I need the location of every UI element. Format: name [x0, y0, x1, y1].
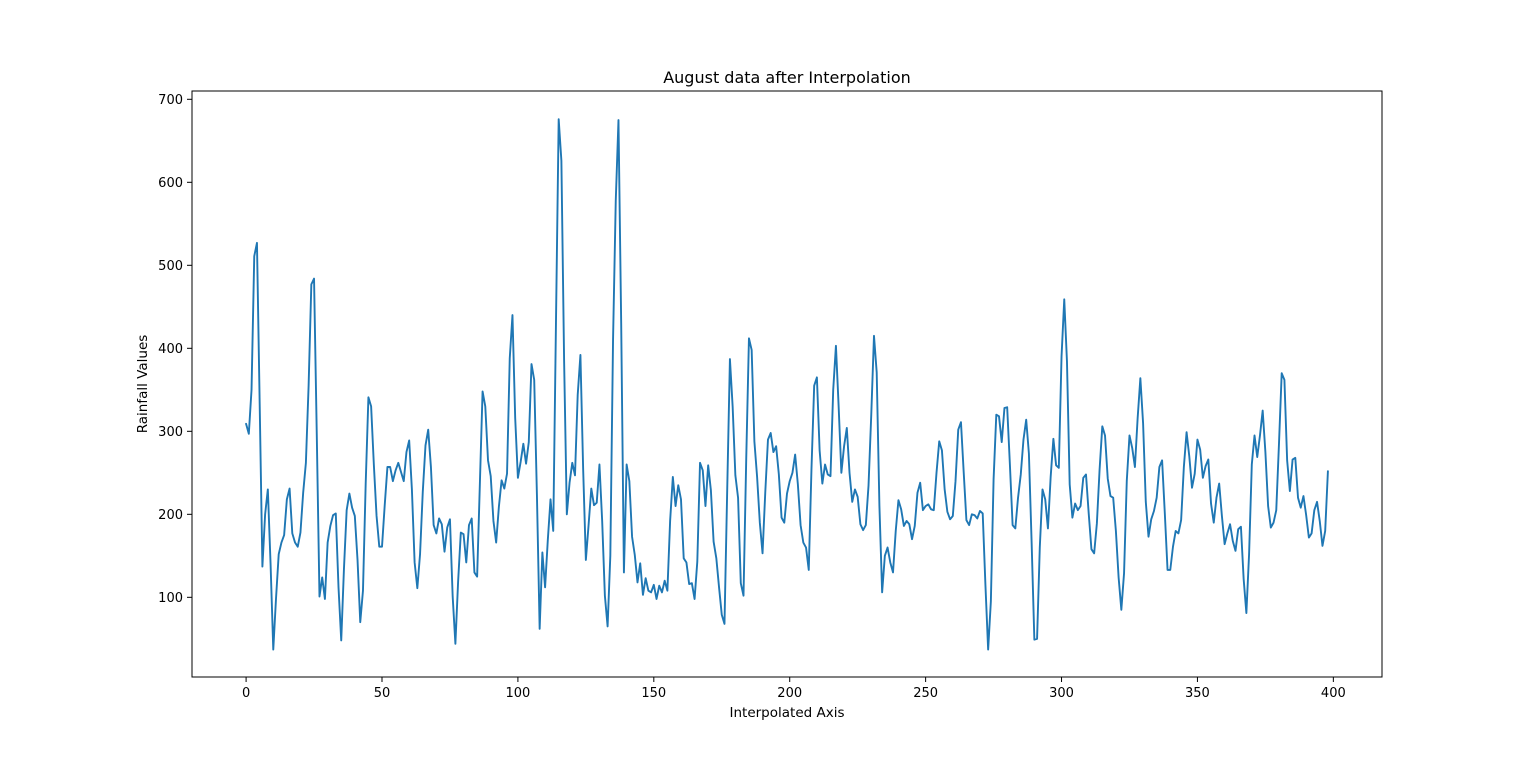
y-tick-label: 600 [158, 176, 183, 191]
x-tick-label: 250 [913, 686, 938, 701]
y-axis-label: Rainfall Values [135, 335, 151, 434]
x-tick-label: 150 [641, 686, 666, 701]
x-axis-label: Interpolated Axis [729, 705, 844, 721]
chart-title: August data after Interpolation [663, 68, 911, 87]
plot-area [245, 118, 1329, 651]
y-axis: 100 200 300 400 500 600 700 [158, 93, 192, 606]
x-tick-label: 50 [374, 686, 391, 701]
x-axis: 0 50 100 150 200 250 300 350 400 [242, 677, 1346, 701]
y-tick-label: 200 [158, 508, 183, 523]
rainfall-line [245, 118, 1329, 651]
x-tick-label: 300 [1049, 686, 1074, 701]
x-tick-label: 100 [505, 686, 530, 701]
x-tick-label: 200 [777, 686, 802, 701]
x-tick-label: 0 [242, 686, 250, 701]
plot-frame [191, 90, 1383, 678]
x-tick-label: 350 [1185, 686, 1210, 701]
y-tick-label: 700 [158, 93, 183, 108]
y-tick-label: 300 [158, 425, 183, 440]
y-tick-label: 500 [158, 259, 183, 274]
y-tick-label: 400 [158, 342, 183, 357]
x-tick-label: 400 [1321, 686, 1346, 701]
y-tick-label: 100 [158, 591, 183, 606]
